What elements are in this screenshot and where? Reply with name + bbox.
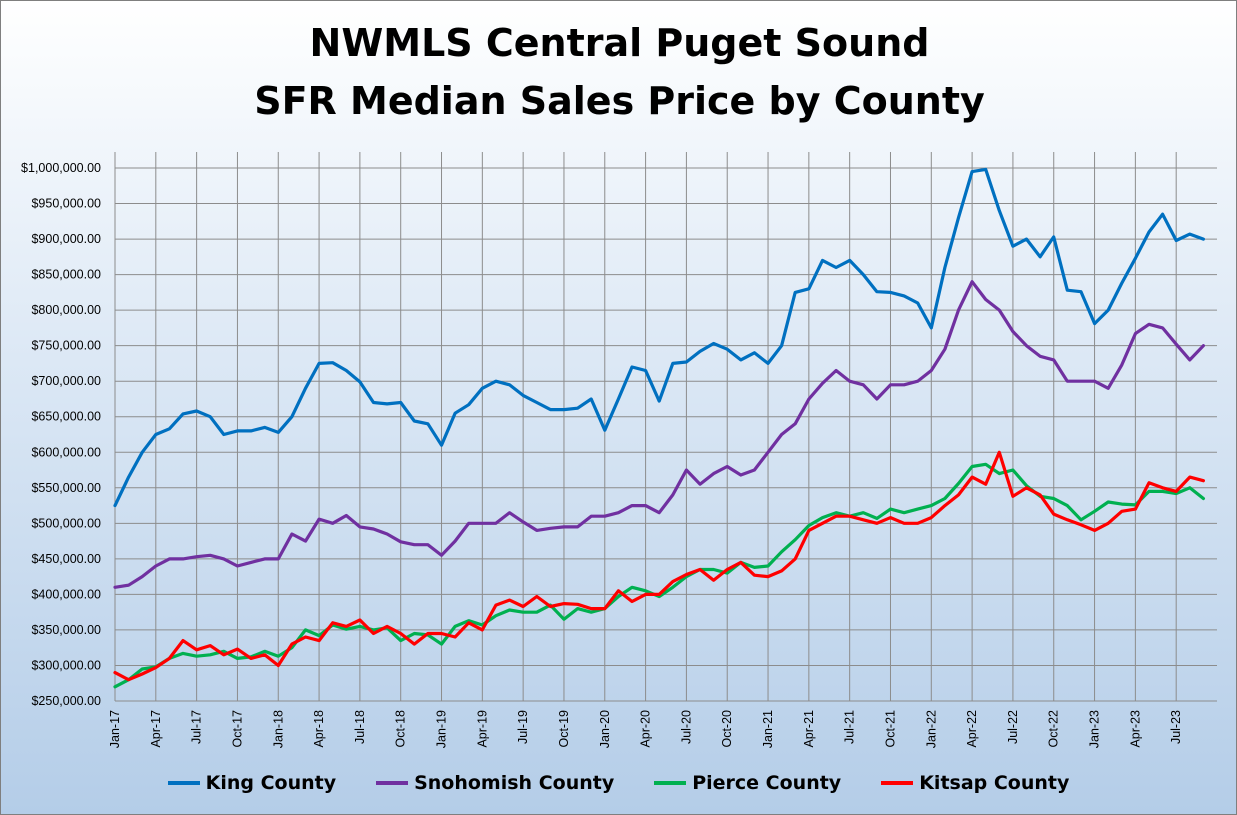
x-tick-label: Jul-23 [1169,710,1183,744]
series-line-snohomish-county [113,280,1206,589]
x-tick-label: Oct-19 [557,710,571,748]
x-tick-label: Oct-18 [394,710,408,748]
x-tick-label: Jan-20 [598,710,612,748]
legend-item-snohomish: Snohomish County [376,772,614,794]
legend-swatch-snohomish [376,781,409,785]
legend-item-pierce: Pierce County [654,772,841,794]
series-line-king-county [113,167,1206,508]
y-tick-label: $350,000.00 [31,623,101,637]
y-tick-label: $550,000.00 [31,481,101,495]
x-tick-label: Apr-23 [1128,710,1142,748]
y-tick-label: $650,000.00 [31,410,101,424]
x-tick-label: Jul-22 [1006,710,1020,744]
legend-item-king: King County [167,772,337,794]
y-tick-label: $800,000.00 [31,303,101,317]
x-tick-label: Oct-21 [883,710,897,748]
legend-label-pierce: Pierce County [692,772,842,794]
x-tick-label: Jan-19 [435,710,449,748]
y-tick-label: $950,000.00 [31,197,101,211]
y-tick-label: $450,000.00 [31,552,101,566]
x-tick-label: Jul-18 [353,710,367,744]
y-tick-label: $850,000.00 [31,268,101,282]
y-tick-label: $1,000,000.00 [21,161,101,175]
legend-swatch-pierce [654,781,687,785]
x-tick-label: Apr-20 [639,710,653,748]
x-tick-label: Jul-17 [190,710,204,744]
series-line-kitsap-county [113,450,1206,682]
x-tick-label: Oct-17 [230,710,244,748]
x-tick-label: Oct-22 [1047,710,1061,748]
x-tick-label: Apr-18 [312,710,326,748]
x-tick-label: Apr-22 [965,710,979,748]
y-tick-label: $700,000.00 [31,374,101,388]
x-tick-label: Apr-21 [802,710,816,748]
legend-label-king: King County [205,772,337,794]
y-tick-label: $500,000.00 [31,516,101,530]
legend-label-snohomish: Snohomish County [414,772,615,794]
legend: King County Snohomish County Pierce Coun… [0,772,1237,794]
x-tick-label: Jan-17 [108,710,122,748]
x-tick-label: Oct-20 [720,710,734,748]
x-tick-label: Jan-21 [761,710,775,748]
x-tick-label: Jan-23 [1088,710,1102,748]
x-tick-label: Jan-18 [271,710,285,748]
y-tick-label: $250,000.00 [31,694,101,708]
x-tick-label: Jan-22 [924,710,938,748]
y-tick-label: $400,000.00 [31,587,101,601]
legend-swatch-kitsap [881,781,914,785]
y-tick-label: $750,000.00 [31,339,101,353]
legend-item-kitsap: Kitsap County [881,772,1069,794]
x-tick-label: Jul-20 [679,710,693,744]
x-tick-label: Jul-19 [516,710,530,744]
chart-title: NWMLS Central Puget Sound [309,21,930,65]
y-tick-label: $900,000.00 [31,232,101,246]
chart-subtitle: SFR Median Sales Price by County [254,79,985,123]
legend-label-kitsap: Kitsap County [919,772,1070,794]
y-tick-label: $600,000.00 [31,445,101,459]
y-tick-label: $300,000.00 [31,658,101,672]
x-tick-label: Apr-17 [149,710,163,748]
legend-swatch-king [167,781,200,785]
x-tick-label: Apr-19 [475,710,489,748]
x-tick-label: Jul-21 [843,710,857,744]
